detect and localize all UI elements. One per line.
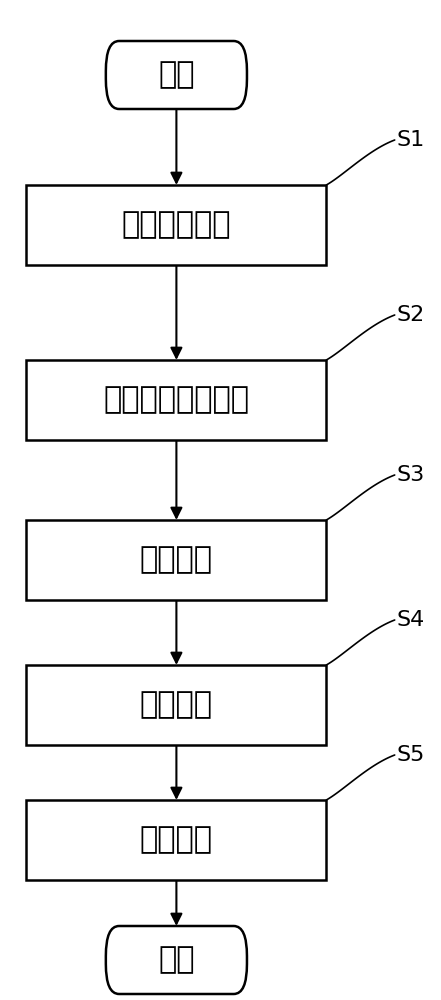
FancyBboxPatch shape (26, 520, 326, 600)
Text: S1: S1 (397, 130, 425, 150)
Text: S3: S3 (397, 465, 425, 485)
FancyBboxPatch shape (26, 665, 326, 745)
FancyBboxPatch shape (106, 41, 247, 109)
Text: 结束: 结束 (158, 946, 194, 974)
Text: 获取车位信息: 获取车位信息 (122, 211, 231, 239)
Text: 开始: 开始 (158, 60, 194, 90)
Text: 识别车辆: 识别车辆 (140, 546, 213, 574)
Text: 分析提取开放时段: 分析提取开放时段 (103, 385, 250, 414)
Text: 费用结算: 费用结算 (140, 690, 213, 720)
Text: S4: S4 (397, 610, 425, 630)
FancyBboxPatch shape (106, 926, 247, 994)
FancyBboxPatch shape (26, 800, 326, 880)
Text: S2: S2 (397, 305, 425, 325)
FancyBboxPatch shape (26, 185, 326, 265)
Text: S5: S5 (397, 745, 425, 765)
FancyBboxPatch shape (26, 360, 326, 440)
Text: 营收公示: 营收公示 (140, 826, 213, 854)
